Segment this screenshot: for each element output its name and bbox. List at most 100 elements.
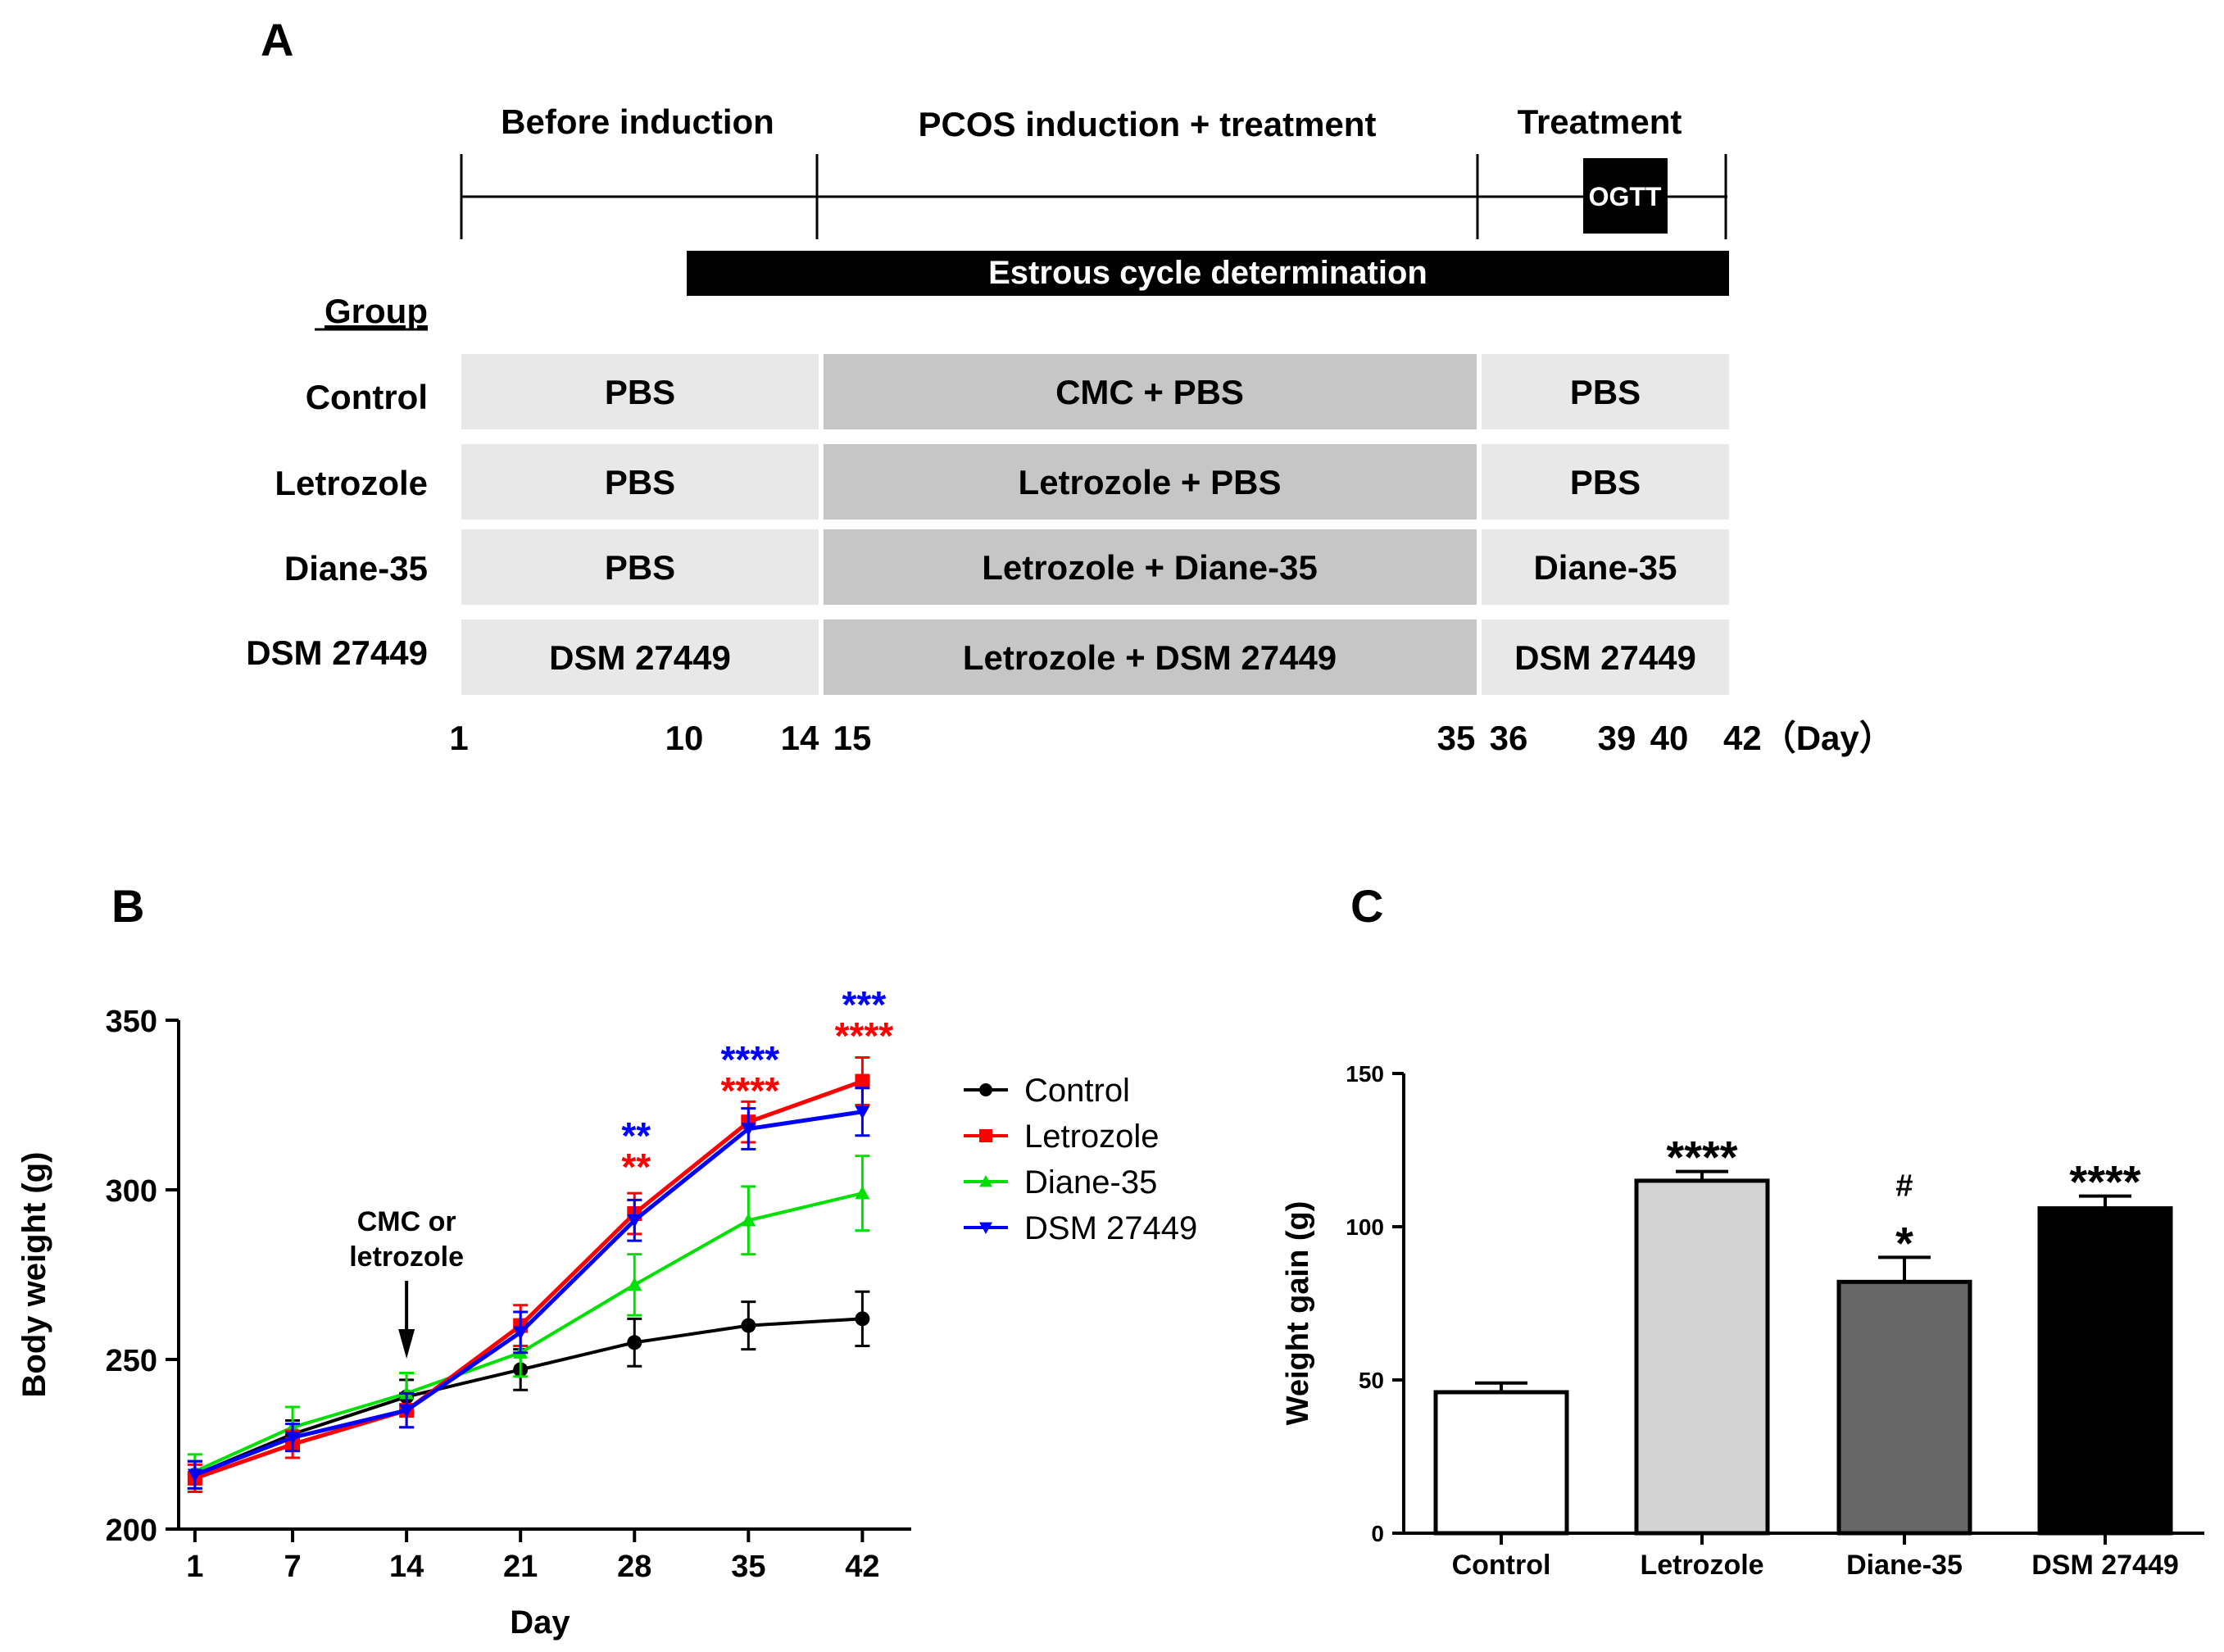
cell-letrozole-induction xyxy=(824,444,1477,520)
y-axis-title: Body weight (g) xyxy=(16,1152,52,1398)
day-label: 1 xyxy=(449,719,468,757)
cell-letrozole-induction-label: Letrozole + PBS xyxy=(1019,463,1282,502)
legend: Control Letrozole Diane-35 DSM 27449 xyxy=(964,1073,1197,1246)
y-tick-label: 100 xyxy=(1346,1214,1384,1240)
weight-gain-chart: 0 50 100 150 Weight gain (g) Control Letrozole… xyxy=(1281,1061,2204,1581)
panel-label-c: C xyxy=(1350,880,1383,932)
cell-letrozole-before xyxy=(461,444,819,520)
legend-label: Letrozole xyxy=(1024,1119,1160,1155)
marker-triangle-down xyxy=(627,1214,642,1228)
cell-letrozole-before-label: PBS xyxy=(605,463,675,502)
marker-square xyxy=(855,1073,870,1089)
day-label: 39 xyxy=(1598,719,1636,757)
significance-blue: *** xyxy=(842,983,887,1026)
x-axis-title: Day xyxy=(510,1604,570,1641)
phase-before-induction: Before induction xyxy=(501,102,774,141)
panel-b: B 200 250 300 350 1 7 14 21 28 35 42 Day Body weight… xyxy=(16,880,1197,1641)
bar xyxy=(2037,1206,2173,1536)
x-tick-label: Letrozole xyxy=(1640,1550,1763,1581)
estrous-label: Estrous cycle determination xyxy=(988,255,1427,291)
day-label: 35 xyxy=(1437,719,1476,757)
cell-letrozole-treatment xyxy=(1482,444,1729,520)
significance-red: ** xyxy=(621,1146,651,1188)
bar xyxy=(1836,1279,1972,1536)
marker-triangle-down xyxy=(513,1326,529,1340)
timeline-axis xyxy=(460,154,1727,239)
y-tick-label: 150 xyxy=(1346,1061,1384,1087)
panel-label-b: B xyxy=(111,880,144,932)
cell-control-induction xyxy=(824,354,1477,429)
group-header: Group xyxy=(325,292,428,330)
body-weight-chart: 200 250 300 350 1 7 14 21 28 35 42 Day Body weight (… xyxy=(16,983,1197,1641)
cell-control-treatment xyxy=(1482,354,1729,429)
marker-circle xyxy=(741,1318,756,1333)
y-tick-label: 300 xyxy=(106,1174,157,1209)
y-axis-title: Weight gain (g) xyxy=(1281,1201,1315,1426)
cell-diane-induction-label: Letrozole + Diane-35 xyxy=(982,548,1318,587)
bar-group-letrozole: Letrozole **** xyxy=(1634,1132,1770,1581)
marker-circle xyxy=(855,1311,870,1327)
marker-triangle-down xyxy=(741,1123,756,1137)
significance-red: **** xyxy=(721,1069,780,1112)
y-tick-label: 200 xyxy=(106,1514,157,1548)
x-tick-label: 7 xyxy=(284,1550,301,1584)
cell-control-before-label: PBS xyxy=(605,373,675,411)
cell-dsm-before-label: DSM 27449 xyxy=(549,638,731,677)
bar-group-diane-35: Diane-35 * # xyxy=(1836,1169,1972,1581)
significance-hash: # xyxy=(1895,1169,1913,1203)
marker-triangle-up xyxy=(627,1277,642,1291)
day-label: 15 xyxy=(833,719,872,757)
marker-triangle-down xyxy=(285,1432,301,1446)
day-label: 10 xyxy=(665,719,704,757)
marker-triangle-up xyxy=(855,1186,870,1200)
x-tick-label: 1 xyxy=(186,1550,203,1584)
marker-triangle-down xyxy=(399,1404,415,1418)
cell-dsm-before xyxy=(461,620,819,695)
cell-dsm-induction-label: Letrozole + DSM 27449 xyxy=(963,638,1337,677)
panel-label-a: A xyxy=(261,14,293,66)
panel-c: C 0 50 100 150 Weight gain (g) Control Letrozo… xyxy=(1281,880,2204,1581)
x-tick-label: 21 xyxy=(503,1550,538,1584)
cell-letrozole-treatment-label: PBS xyxy=(1570,463,1641,502)
cell-dsm-treatment xyxy=(1482,620,1729,695)
marker-circle xyxy=(627,1335,642,1350)
significance-blue: **** xyxy=(721,1038,780,1081)
marker-triangle-down xyxy=(855,1105,870,1119)
x-tick-label: Diane-35 xyxy=(1846,1550,1963,1581)
cell-dsm-treatment-label: DSM 27449 xyxy=(1514,638,1696,677)
phase-treatment: Treatment xyxy=(1518,102,1682,141)
marker-triangle-up xyxy=(741,1213,756,1227)
marker-square xyxy=(979,1129,992,1142)
legend-label: Control xyxy=(1024,1073,1130,1109)
phase-pcos-induction: PCOS induction + treatment xyxy=(919,105,1377,143)
x-tick-label: 42 xyxy=(845,1550,879,1584)
day-label: 36 xyxy=(1490,719,1528,757)
cell-diane-treatment xyxy=(1482,529,1729,605)
cell-control-treatment-label: PBS xyxy=(1570,373,1641,411)
day-label: 42（Day） xyxy=(1723,719,1894,757)
bar-group-control: Control xyxy=(1433,1381,1569,1581)
group-name-diane: Diane-35 xyxy=(284,549,428,588)
annotation-line2: letrozole xyxy=(349,1241,464,1273)
x-tick-label: Control xyxy=(1452,1550,1551,1581)
x-tick-label: DSM 27449 xyxy=(2031,1550,2179,1581)
cell-diane-induction xyxy=(824,529,1477,605)
panel-a: A Before induction PCOS induction + trea… xyxy=(246,14,1894,757)
group-name-control: Control xyxy=(306,378,428,416)
cell-dsm-induction xyxy=(824,620,1477,695)
group-name-dsm: DSM 27449 xyxy=(246,633,428,672)
cell-diane-before-label: PBS xyxy=(605,548,675,587)
significance-stars: **** xyxy=(2069,1156,2140,1208)
y-tick-label: 0 xyxy=(1371,1521,1384,1546)
series-line xyxy=(194,1079,864,1481)
x-tick-label: 14 xyxy=(389,1550,424,1584)
annotation-line1: CMC or xyxy=(357,1206,456,1237)
x-tick-label: 28 xyxy=(617,1550,651,1584)
cell-control-before xyxy=(461,354,819,429)
x-tick-label: 35 xyxy=(731,1550,765,1584)
marker-triangle-down xyxy=(979,1222,992,1234)
significance-blue: ** xyxy=(621,1114,651,1157)
marker-triangle-up xyxy=(979,1175,992,1187)
significance-stars: * xyxy=(1895,1217,1913,1268)
